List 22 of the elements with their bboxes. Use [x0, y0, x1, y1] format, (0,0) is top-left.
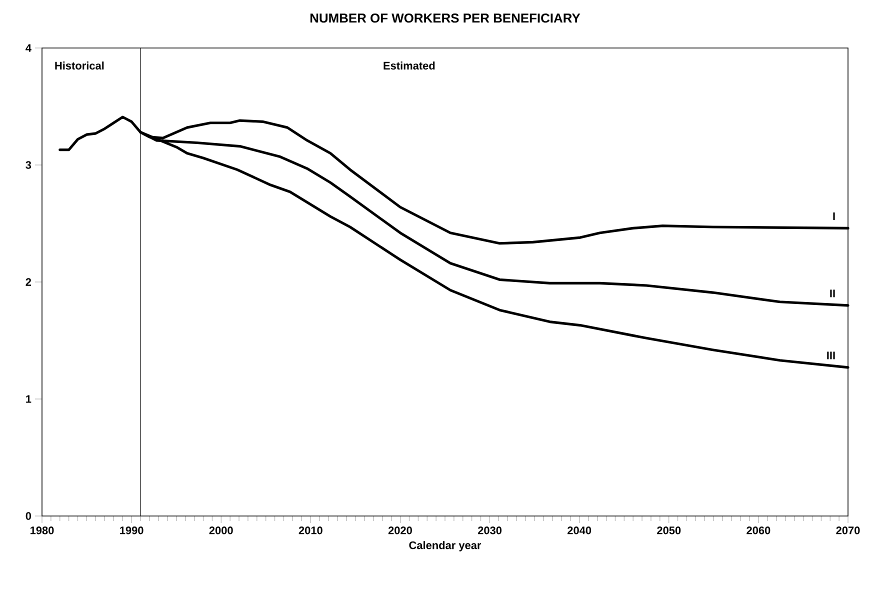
- series-label: II: [830, 290, 835, 298]
- y-tick-label: 1: [26, 395, 32, 403]
- annotation: Estimated: [384, 62, 435, 70]
- x-tick-label: 2000: [209, 526, 233, 534]
- x-axis-title: Calendar year: [409, 541, 482, 552]
- x-tick-label: 2020: [388, 526, 412, 534]
- y-tick-label: 4: [26, 44, 32, 52]
- chart-title: NUMBER OF WORKERS PER BENEFICIARY: [310, 14, 580, 23]
- x-tick-label: 1990: [120, 526, 144, 534]
- x-tick-label: 2040: [568, 526, 592, 534]
- x-tick-label: 2070: [836, 526, 860, 534]
- x-tick-label: 2050: [657, 526, 681, 534]
- x-tick-label: 2030: [478, 526, 502, 534]
- y-tick-label: 0: [26, 512, 32, 520]
- y-tick-label: 2: [26, 278, 32, 286]
- y-tick-label: 3: [26, 161, 32, 169]
- series-label: III: [827, 352, 835, 360]
- series-label: I: [833, 212, 835, 220]
- x-tick-label: 2010: [298, 526, 322, 534]
- x-tick-label: 1980: [30, 526, 54, 534]
- x-tick-label: 2060: [746, 526, 770, 534]
- annotation: Historical: [55, 62, 104, 70]
